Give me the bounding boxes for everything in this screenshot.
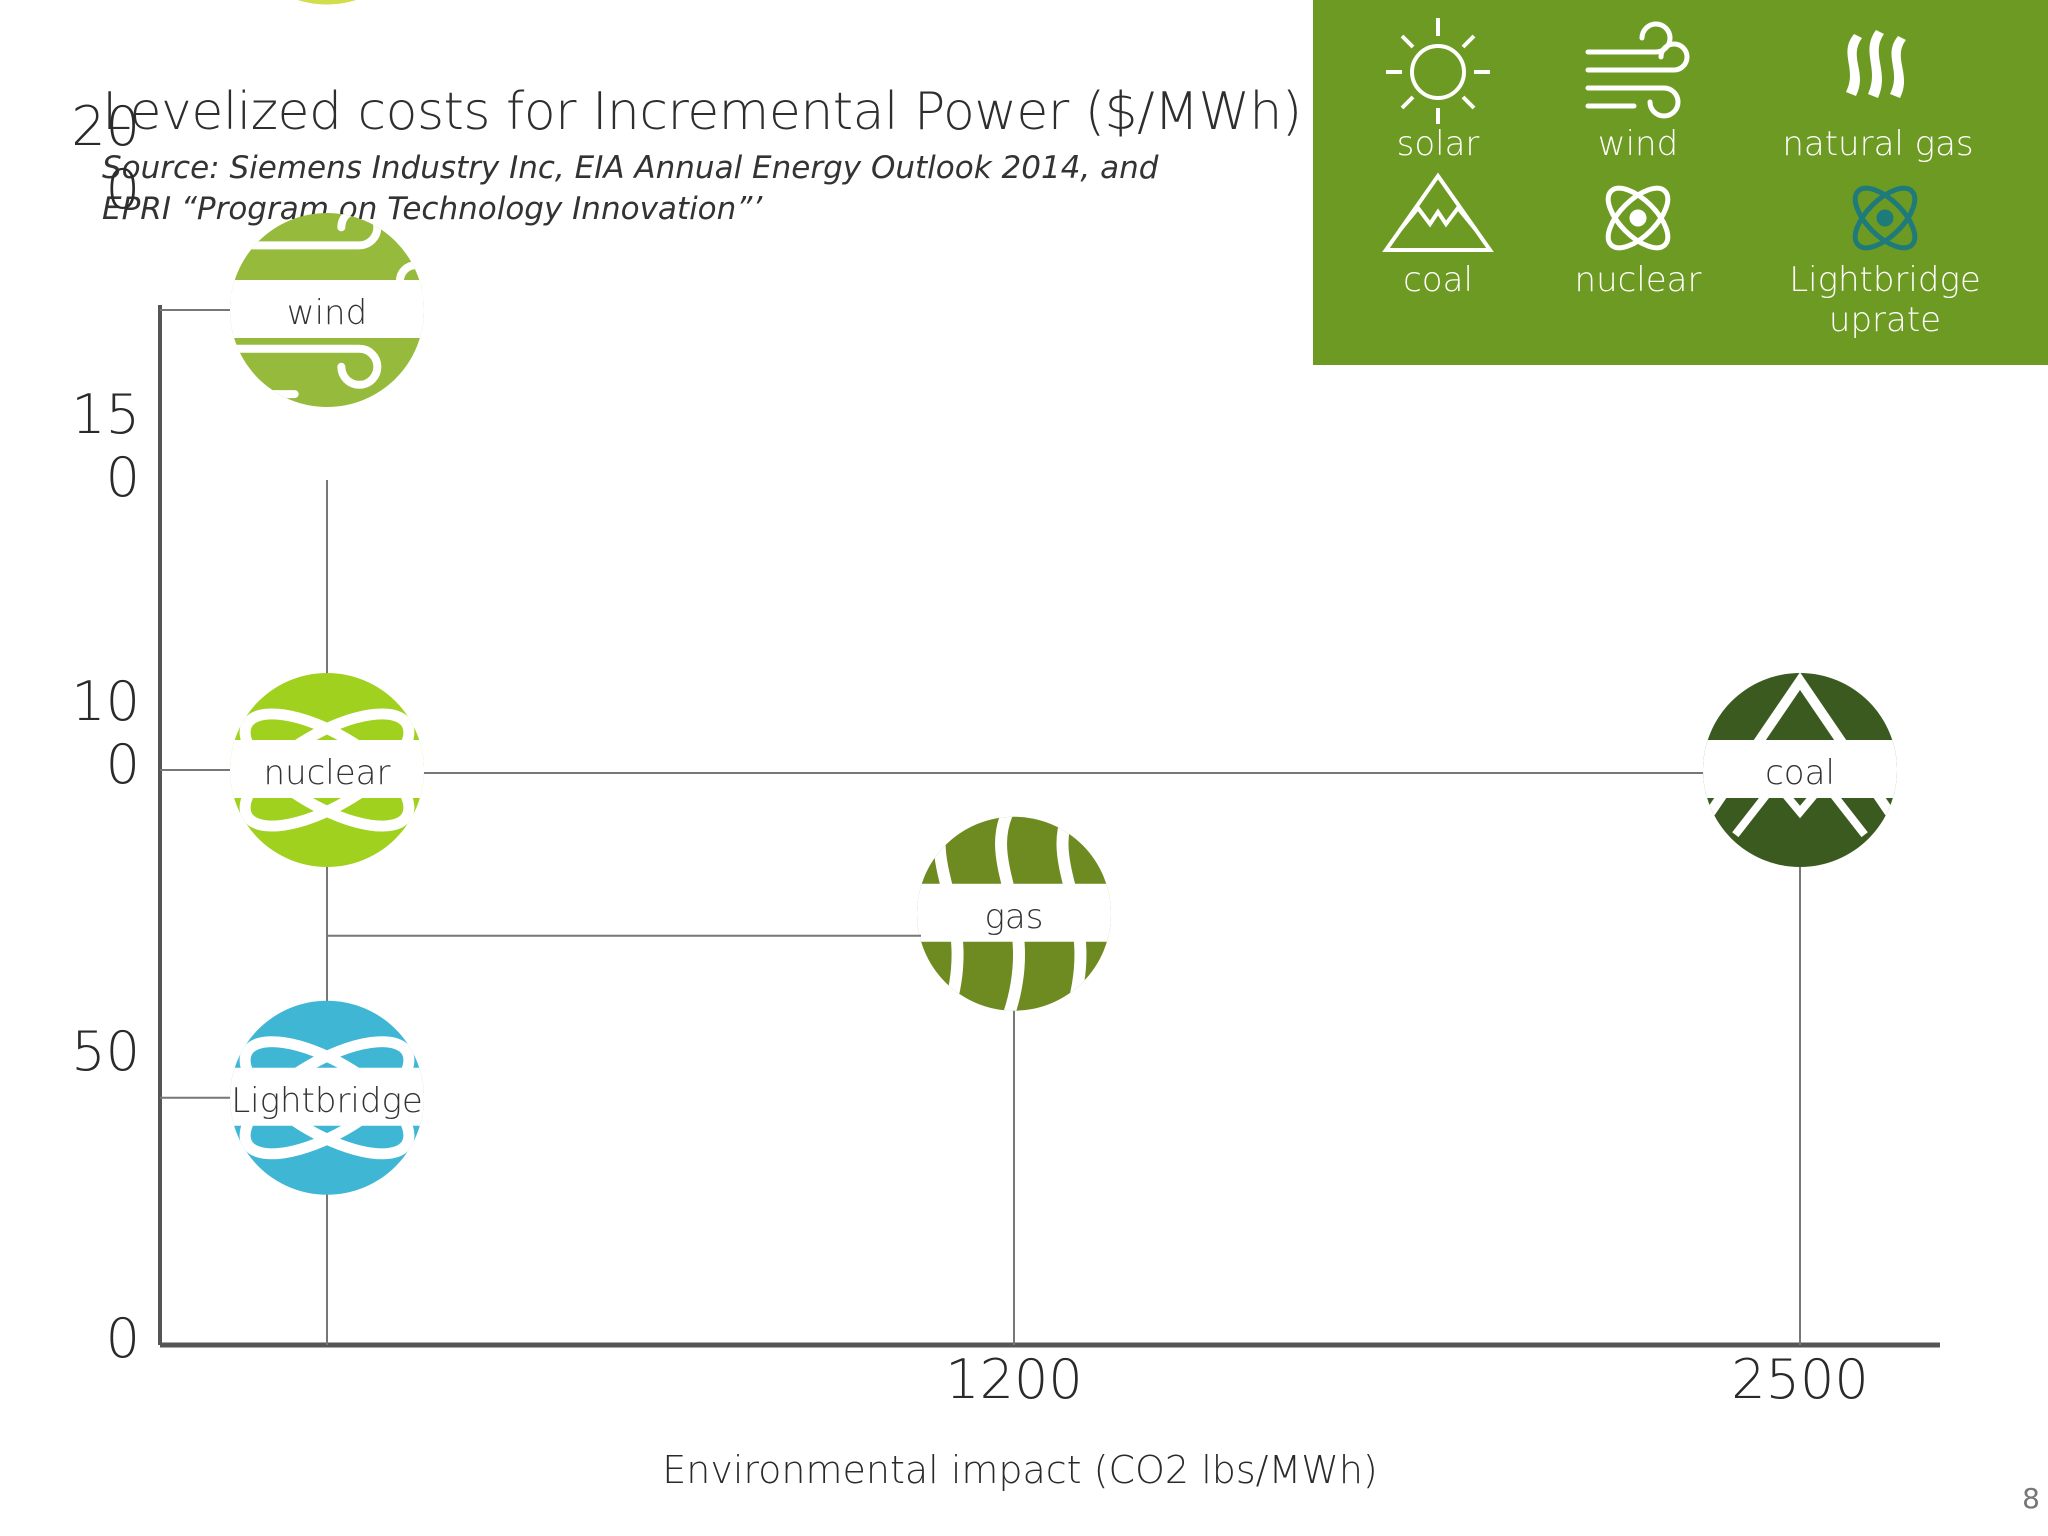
marker-gas: gas <box>917 816 1111 1011</box>
marker-lightbridge: Lightbridge <box>230 1000 424 1195</box>
x-tick-label: 1200 <box>945 1348 1083 1411</box>
legend-label: Lightbridge uprate <box>1789 260 1981 340</box>
sun-icon <box>1386 18 1490 124</box>
legend-item-natural-gas: natural gas <box>1753 14 2003 164</box>
legend-item-solar: solar <box>1313 14 1563 164</box>
atom-icon <box>239 1036 415 1160</box>
atom-icon <box>239 708 415 832</box>
legend-label: solar <box>1396 124 1480 164</box>
marker-disc <box>297 0 357 5</box>
atom-icon <box>1852 185 1918 251</box>
x-axis-label: Environmental impact (CO2 lbs/MWh) <box>662 1448 1378 1492</box>
legend-item-wind: wind <box>1513 14 1763 164</box>
legend-panel: solar wind natural gas <box>1313 0 2048 365</box>
source-citation: Source: Siemens Industry Inc, EIA Annual… <box>102 150 1159 227</box>
y-tick-label: 0 <box>105 1307 140 1370</box>
legend-item-coal: coal <box>1313 168 1563 300</box>
legend-label: nuclear <box>1574 260 1702 300</box>
marker-label: nuclear <box>264 753 391 793</box>
marker-label-band <box>230 1067 424 1126</box>
marker-label-band <box>230 280 424 338</box>
x-tick-label: 2500 <box>1731 1348 1869 1411</box>
flame-icon <box>1846 30 1906 98</box>
marker-label: wind <box>287 293 367 333</box>
legend-label: wind <box>1597 124 1679 164</box>
wind-icon <box>1585 21 1690 119</box>
marker-nuclear: nuclear <box>230 673 424 867</box>
atom-icon <box>1605 185 1671 251</box>
marker-label-band <box>1703 740 1897 798</box>
y-tick-label: 50 <box>71 1019 140 1083</box>
legend-item-nuclear: nuclear <box>1513 178 1763 300</box>
marker-wind: wind <box>230 213 424 407</box>
marker-label: gas <box>985 897 1044 937</box>
y-tick-label: 20 0 <box>71 95 140 221</box>
y-tick-label: 15 0 <box>71 382 140 509</box>
marker-solar: solar <box>297 0 357 5</box>
legend-item-lightbridge-uprate: Lightbridge uprate <box>1760 178 2010 340</box>
legend-label: natural gas <box>1782 124 1974 164</box>
mountain-icon <box>1382 172 1494 252</box>
marker-label: Lightbridge <box>231 1081 423 1121</box>
marker-label-band <box>917 883 1111 942</box>
marker-coal: coal <box>1703 673 1897 867</box>
marker-label-band <box>230 740 424 798</box>
page-number: 8 <box>2022 1482 2040 1515</box>
mountain-icon <box>1703 673 1897 862</box>
marker-label: coal <box>1765 753 1835 793</box>
y-tick-label: 10 0 <box>71 670 140 796</box>
legend-label: coal <box>1403 260 1473 300</box>
page-title: Levelized costs for Incremental Power ($… <box>102 82 1302 142</box>
